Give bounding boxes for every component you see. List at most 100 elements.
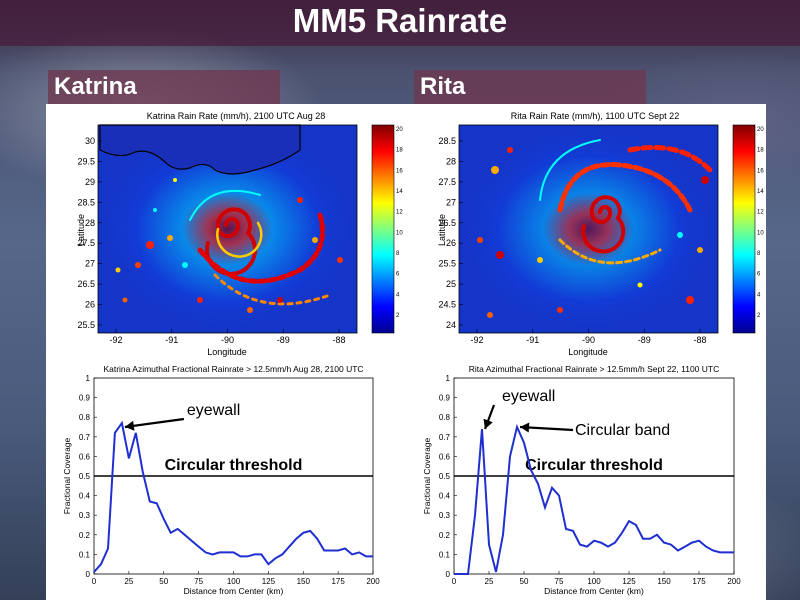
rita-colorbar-tick: 12 bbox=[757, 210, 764, 216]
rita-map-storm-glow bbox=[459, 125, 718, 333]
katrina-ytick-label: 0.1 bbox=[79, 550, 91, 559]
rita-colorbar-tick: 20 bbox=[757, 127, 764, 133]
katrina-map-ytick-label: 27 bbox=[85, 259, 95, 269]
rita-label: Rita bbox=[414, 70, 646, 104]
katrina-colorbar-tick: 18 bbox=[396, 148, 403, 154]
rita-colorbar bbox=[732, 124, 756, 334]
katrina-chart-title: Katrina Azimuthal Fractional Rainrate > … bbox=[103, 364, 363, 374]
katrina-xtick-label: 200 bbox=[366, 577, 380, 586]
katrina-map-xtick-label: -88 bbox=[332, 335, 345, 345]
katrina-ytick-label: 0.3 bbox=[79, 511, 91, 520]
rita-xtick-label: 0 bbox=[452, 577, 457, 586]
katrina-colorbar-tick: 14 bbox=[396, 189, 403, 195]
katrina-map-xtick-label: -92 bbox=[109, 335, 122, 345]
rita-xtick-label: 100 bbox=[587, 577, 601, 586]
katrina-colorbar-tick: 4 bbox=[396, 292, 400, 298]
rita-ytick-label: 0 bbox=[446, 570, 451, 579]
rita-map-ytick-label: 27 bbox=[446, 197, 456, 207]
katrina-xtick-label: 75 bbox=[194, 577, 203, 586]
katrina-map-ylabel: Latitude bbox=[76, 214, 86, 246]
katrina-colorbar bbox=[371, 124, 395, 334]
rita-xtick-label: 175 bbox=[692, 577, 706, 586]
rita-ytick-label: 0.6 bbox=[439, 452, 451, 461]
rita-map-ytick-label: 25 bbox=[446, 279, 456, 289]
rita-ytick-label: 0.4 bbox=[439, 492, 451, 501]
rita-ytick-label: 0.5 bbox=[439, 472, 451, 481]
rita-map-ytick-label: 28 bbox=[446, 156, 456, 166]
rita-map: Rita Rain Rate (mm/h), 1100 UTC Sept 22 … bbox=[437, 111, 764, 357]
rita-map-xtick-label: -88 bbox=[693, 335, 706, 345]
rita-ytick-label: 0.7 bbox=[439, 433, 451, 442]
katrina-xtick-label: 125 bbox=[262, 577, 276, 586]
katrina-colorbar-tick: 6 bbox=[396, 272, 400, 278]
katrina-chart-ylabel: Fractional Coverage bbox=[62, 437, 72, 514]
rita-xtick-label: 25 bbox=[485, 577, 494, 586]
katrina-map-ytick-label: 28 bbox=[85, 218, 95, 228]
katrina-map-xtick-label: -90 bbox=[221, 335, 234, 345]
rita-series-line bbox=[454, 423, 734, 575]
katrina-ytick-label: 0.7 bbox=[79, 433, 91, 442]
rita-map-title: Rita Rain Rate (mm/h), 1100 UTC Sept 22 bbox=[511, 111, 679, 121]
katrina-colorbar-tick: 10 bbox=[396, 230, 403, 236]
rita-map-xtick-label: -89 bbox=[638, 335, 651, 345]
katrina-ytick-label: 0.9 bbox=[79, 394, 91, 403]
rita-chart-title: Rita Azimuthal Fractional Rainrate > 12.… bbox=[469, 364, 719, 374]
katrina-ytick-label: 0.2 bbox=[79, 531, 91, 540]
katrina-colorbar-tick: 16 bbox=[396, 168, 403, 174]
rita-colorbar-tick: 8 bbox=[757, 251, 761, 257]
katrina-ytick-label: 1 bbox=[86, 374, 91, 383]
katrina-label: Katrina bbox=[48, 70, 280, 104]
rita-map-ytick-label: 27.5 bbox=[438, 177, 456, 187]
rita-ytick-label: 0.1 bbox=[439, 550, 451, 559]
rita-map-ytick-label: 26.5 bbox=[438, 218, 456, 228]
katrina-xtick-label: 100 bbox=[227, 577, 241, 586]
rita-xtick-label: 150 bbox=[657, 577, 671, 586]
katrina-map: Katrina Rain Rate (mm/h), 2100 UTC Aug 2… bbox=[76, 111, 403, 357]
katrina-map-xlabel: Longitude bbox=[207, 347, 247, 357]
katrina-annotation-eyewall-arrowhead bbox=[124, 420, 135, 431]
katrina-ytick-label: 0.5 bbox=[79, 472, 91, 481]
rita-xtick-label: 75 bbox=[555, 577, 564, 586]
katrina-map-ytick-label: 29 bbox=[85, 177, 95, 187]
katrina-annotation-eyewall-arrow bbox=[124, 417, 185, 429]
title-bar bbox=[0, 0, 800, 46]
katrina-ytick-label: 0.4 bbox=[79, 492, 91, 501]
katrina-coastline bbox=[99, 124, 301, 175]
rita-rain-cells bbox=[477, 147, 709, 318]
rita-chart-xlabel: Distance from Center (km) bbox=[544, 586, 644, 596]
rita-map-xlabel: Longitude bbox=[568, 347, 608, 357]
katrina-annotation-eyewall: eyewall bbox=[187, 402, 240, 419]
rita-xtick-label: 200 bbox=[727, 577, 741, 586]
katrina-xtick-label: 150 bbox=[297, 577, 311, 586]
rita-map-ytick-label: 28.5 bbox=[438, 136, 456, 146]
rita-map-ytick-label: 25.5 bbox=[438, 259, 456, 269]
rita-ytick-label: 0.3 bbox=[439, 511, 451, 520]
katrina-map-ytick-label: 27.5 bbox=[77, 238, 95, 248]
katrina-xtick-label: 25 bbox=[124, 577, 133, 586]
katrina-xtick-label: 175 bbox=[331, 577, 345, 586]
rita-map-xtick-label: -91 bbox=[526, 335, 539, 345]
rita-chart-ylabel: Fractional Coverage bbox=[422, 437, 432, 514]
katrina-ytick-label: 0.6 bbox=[79, 452, 91, 461]
rita-map-ylabel: Latitude bbox=[437, 214, 447, 246]
rita-map-ytick-label: 24.5 bbox=[438, 300, 456, 310]
katrina-spiral bbox=[189, 189, 332, 306]
katrina-xtick-label: 50 bbox=[159, 577, 168, 586]
rita-map-xtick-label: -92 bbox=[470, 335, 483, 345]
rita-colorbar-tick: 2 bbox=[757, 313, 761, 319]
rita-colorbar-tick: 16 bbox=[757, 168, 764, 174]
rita-colorbar-tick: 4 bbox=[757, 292, 761, 298]
katrina-map-xtick-label: -91 bbox=[165, 335, 178, 345]
rita-colorbar-tick: 6 bbox=[757, 272, 761, 278]
katrina-rain-cells bbox=[115, 178, 343, 313]
katrina-ytick-label: 0 bbox=[86, 570, 91, 579]
rita-ytick-label: 0.2 bbox=[439, 531, 451, 540]
katrina-ytick-label: 0.8 bbox=[79, 413, 91, 422]
rita-annotation-circular-band-arrowhead bbox=[520, 422, 530, 433]
rita-ytick-label: 1 bbox=[446, 374, 451, 383]
katrina-fraction-chart: Katrina Azimuthal Fractional Rainrate > … bbox=[62, 364, 380, 596]
rita-annotation-eyewall-arrowhead bbox=[483, 418, 493, 429]
katrina-map-ytick-label: 30 bbox=[85, 136, 95, 146]
katrina-map-ytick-label: 29.5 bbox=[77, 156, 95, 166]
rita-fraction-chart: Rita Azimuthal Fractional Rainrate > 12.… bbox=[422, 364, 741, 596]
